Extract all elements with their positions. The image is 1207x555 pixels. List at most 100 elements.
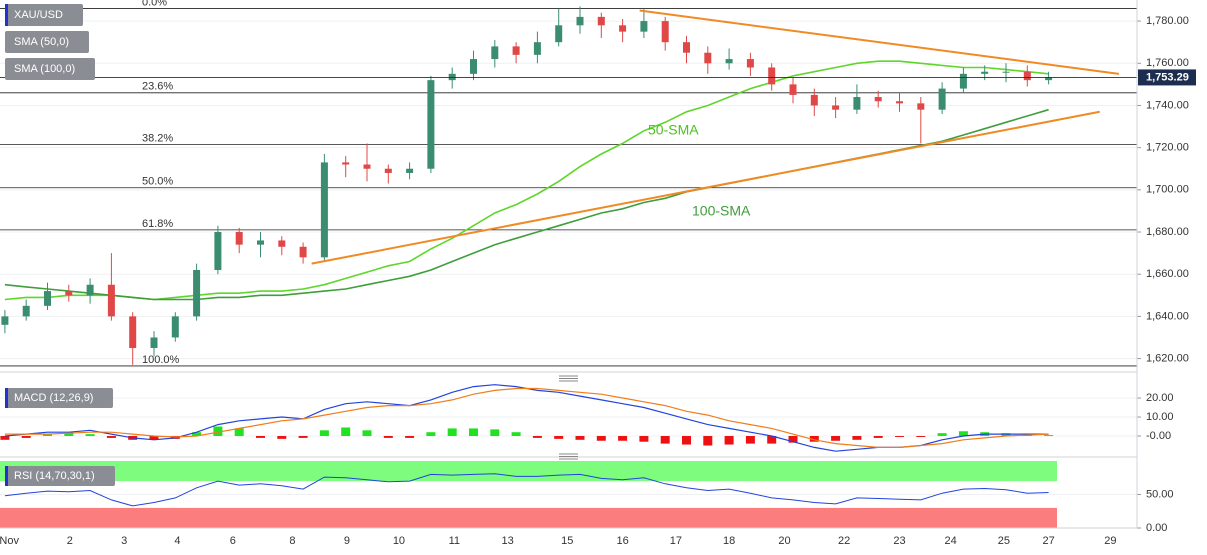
candle-body xyxy=(86,284,94,296)
legend-accent xyxy=(5,466,8,486)
candle-body xyxy=(150,337,158,349)
legend-label: XAU/USD xyxy=(14,9,63,21)
y-tick-label: 50.00 xyxy=(1146,488,1174,500)
histogram-bar xyxy=(42,434,52,437)
candle-body xyxy=(342,162,350,165)
candle-body xyxy=(874,97,882,102)
candle-body xyxy=(746,59,754,68)
histogram-bar xyxy=(149,436,159,440)
candle-body xyxy=(725,59,733,64)
candle-body xyxy=(22,305,30,317)
histogram-bar xyxy=(319,430,329,437)
histogram-bar xyxy=(618,436,628,441)
histogram-bar xyxy=(703,436,713,446)
histogram-bar xyxy=(958,431,968,437)
x-tick-label: 10 xyxy=(393,535,405,547)
fib-label: 0.0% xyxy=(142,0,167,8)
histogram-bar xyxy=(916,436,926,437)
histogram-bar xyxy=(490,429,500,437)
x-tick-label: 11 xyxy=(449,535,460,547)
y-tick-label: 1,720.00 xyxy=(1146,142,1189,154)
histogram-bar xyxy=(724,436,734,445)
candle-body xyxy=(320,162,328,258)
histogram-bar xyxy=(447,428,457,437)
histogram-bar xyxy=(660,436,670,444)
histogram-bar xyxy=(895,436,905,437)
candle-body xyxy=(1023,71,1031,81)
histogram-bar xyxy=(469,428,479,437)
histogram-bar xyxy=(596,436,606,441)
histogram-bar xyxy=(1044,435,1054,437)
histogram-bar xyxy=(106,436,116,438)
candle-body xyxy=(853,97,861,110)
candle-body xyxy=(1045,77,1053,81)
plot xyxy=(0,6,1120,507)
candle-body xyxy=(448,73,456,81)
candle-body xyxy=(491,46,499,60)
candle-body xyxy=(789,84,797,95)
legend-accent xyxy=(5,388,8,408)
candle-body xyxy=(512,46,520,55)
x-tick-label: 24 xyxy=(944,535,956,547)
y-tick-label: 1,740.00 xyxy=(1146,99,1189,111)
x-tick-label: 13 xyxy=(501,535,513,547)
y-tick-label: 1,680.00 xyxy=(1146,226,1189,238)
fib-label: 50.0% xyxy=(142,176,173,188)
candle-body xyxy=(406,168,414,173)
histogram-bar xyxy=(554,436,564,439)
histogram-bar xyxy=(64,433,74,437)
candle-body xyxy=(555,25,563,43)
fib-label: 38.2% xyxy=(142,132,173,144)
y-tick-label: 1,700.00 xyxy=(1146,184,1189,196)
histogram-bar xyxy=(809,436,819,442)
histogram-bar xyxy=(532,436,542,438)
x-tick-label: Nov xyxy=(0,535,19,547)
y-tick-label: 20.00 xyxy=(1146,392,1174,404)
y-tick-label: 10.00 xyxy=(1146,411,1174,423)
histogram-bar xyxy=(745,436,755,444)
legend-box xyxy=(5,466,115,486)
x-tick-label: 18 xyxy=(723,535,735,547)
legend-label: SMA (50,0) xyxy=(14,36,69,48)
x-tick-label: 29 xyxy=(1104,535,1116,547)
grid xyxy=(0,8,1137,529)
candle-body xyxy=(470,59,478,74)
histogram-bar xyxy=(575,436,585,440)
histogram-bar xyxy=(788,436,798,443)
x-tick-label: 4 xyxy=(174,535,180,547)
candle-body xyxy=(214,232,222,270)
histogram-bar xyxy=(767,436,777,444)
x-tick-label: 22 xyxy=(838,535,850,547)
trendline xyxy=(639,9,1120,75)
trendline xyxy=(311,110,1100,265)
panel-label: MACD (12,26,9) xyxy=(14,392,93,404)
candle-body xyxy=(938,88,946,110)
candle-body xyxy=(704,52,712,64)
candle-body xyxy=(959,73,967,89)
panel-label: RSI (14,70,30,1) xyxy=(14,470,95,482)
macd-line xyxy=(4,387,1049,448)
y-tick-label: 1,760.00 xyxy=(1146,57,1189,69)
histogram-bar xyxy=(234,428,244,437)
candle-body xyxy=(896,101,904,104)
candle-body xyxy=(619,25,627,32)
candle-body xyxy=(768,67,776,85)
candle-body xyxy=(235,232,243,245)
histogram-bar xyxy=(873,436,883,438)
candle-body xyxy=(640,21,648,32)
candle-body xyxy=(384,168,392,173)
fib-label: 23.6% xyxy=(142,81,173,93)
legend-box xyxy=(5,388,113,408)
oversold-band xyxy=(0,507,1057,528)
candle-body xyxy=(533,42,541,55)
candle-body xyxy=(917,103,925,110)
x-tick-label: 2 xyxy=(67,535,73,547)
candle-body xyxy=(661,21,669,43)
x-tick-label: 27 xyxy=(1042,535,1054,547)
x-tick-label: 6 xyxy=(230,535,236,547)
candle-body xyxy=(832,105,840,110)
resize-handle[interactable] xyxy=(559,375,578,460)
y-tick-label: 1,640.00 xyxy=(1146,310,1189,322)
x-tick-label: 9 xyxy=(344,535,350,547)
